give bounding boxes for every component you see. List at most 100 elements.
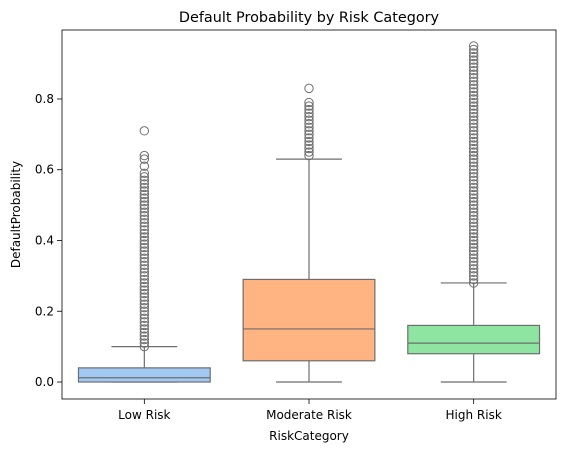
outlier-point: [468, 140, 479, 150]
outlier-point: [139, 306, 150, 316]
x-tick-label: Moderate Risk: [266, 408, 352, 422]
outlier-point: [468, 44, 479, 55]
outlier-point: [139, 257, 150, 267]
outlier-point: [304, 143, 314, 154]
outlier-point: [468, 228, 479, 239]
outlier-point: [139, 260, 150, 270]
outlier-point: [139, 303, 150, 313]
outlier-point: [304, 101, 314, 111]
outlier-point: [468, 48, 479, 58]
outlier-point: [139, 126, 150, 136]
outlier-point: [468, 62, 479, 72]
outlier-point: [304, 133, 314, 143]
outlier-point: [468, 51, 479, 62]
outlier-point: [139, 264, 150, 274]
outlier-point: [468, 83, 479, 94]
chart-title: Default Probability by Risk Category: [179, 10, 440, 26]
outlier-point: [468, 161, 479, 171]
outlier-point: [139, 278, 150, 288]
outlier-point: [304, 104, 314, 115]
outlier-point: [468, 239, 479, 249]
outlier-point: [139, 200, 150, 210]
outlier-point: [468, 133, 479, 143]
outlier-point: [139, 295, 150, 306]
outlier-point: [139, 331, 150, 341]
outlier-point: [468, 150, 479, 161]
outlier-point: [139, 242, 150, 253]
outlier-point: [468, 157, 479, 168]
outlier-point: [304, 150, 314, 161]
outlier-point: [139, 334, 150, 345]
x-tick-label: High Risk: [446, 408, 502, 422]
outlier-point: [139, 274, 150, 285]
outlier-point: [139, 324, 150, 334]
outlier-point: [468, 211, 479, 221]
outlier-point: [139, 338, 150, 348]
outlier-point: [304, 129, 314, 140]
outlier-point: [468, 225, 479, 235]
outlier-point: [468, 218, 479, 228]
outlier-point: [468, 175, 479, 186]
outlier-point: [468, 193, 479, 203]
outlier-point: [139, 186, 150, 196]
outlier-point: [139, 207, 150, 217]
outlier-point: [139, 267, 150, 278]
outlier-point: [139, 161, 150, 171]
outlier-point: [468, 196, 479, 207]
outlier-point: [468, 55, 479, 65]
x-axis: Low Risk Moderate Risk High Risk: [118, 399, 502, 422]
outlier-point: [468, 69, 479, 79]
outlier-point: [468, 129, 479, 140]
outlier-point: [139, 196, 150, 207]
outlier-point: [468, 65, 479, 76]
outlier-point: [468, 172, 479, 182]
outlier-point: [139, 341, 150, 352]
x-tick-label: Low Risk: [118, 408, 170, 422]
outlier-point: [139, 221, 150, 232]
outlier-point: [468, 122, 479, 132]
outlier-point: [468, 41, 479, 51]
outlier-point: [139, 211, 150, 221]
outlier-point: [139, 253, 150, 263]
outlier-point: [139, 182, 150, 193]
outlier-point: [468, 58, 479, 69]
outlier-point: [468, 207, 479, 217]
outlier-point: [304, 83, 314, 94]
outlier-point: [468, 154, 479, 164]
y-tick-label: 0.0: [35, 375, 54, 389]
box-iqr: [242, 278, 376, 362]
outlier-point: [468, 136, 479, 147]
outlier-point: [139, 320, 150, 331]
y-tick-label: 0.2: [35, 304, 54, 318]
outlier-point: [468, 182, 479, 193]
outlier-point: [468, 90, 479, 101]
outlier-point: [139, 179, 150, 189]
outlier-point: [468, 80, 479, 90]
outlier-point: [468, 267, 479, 278]
outlier-point: [139, 299, 150, 309]
outlier-point: [468, 221, 479, 232]
outlier-point: [468, 147, 479, 157]
outlier-point: [139, 150, 150, 161]
outlier-point: [468, 271, 479, 281]
outlier-point: [139, 189, 150, 200]
outlier-point: [139, 193, 150, 203]
outlier-point: [304, 136, 314, 147]
outlier-point: [304, 115, 314, 125]
outlier-point: [468, 104, 479, 115]
outlier-point: [468, 119, 479, 129]
outlier-point: [468, 94, 479, 104]
outlier-point: [139, 235, 150, 246]
outlier-point: [468, 278, 479, 288]
outlier-point: [304, 97, 314, 108]
outlier-point: [139, 225, 150, 235]
outlier-point: [139, 246, 150, 256]
outlier-point: [468, 168, 479, 178]
x-axis-label: RiskCategory: [269, 429, 349, 443]
outlier-point: [139, 168, 150, 178]
outlier-point: [468, 111, 479, 122]
outlier-point: [304, 111, 314, 122]
outlier-point: [304, 147, 314, 157]
outlier-point: [468, 242, 479, 253]
outlier-point: [139, 327, 150, 338]
